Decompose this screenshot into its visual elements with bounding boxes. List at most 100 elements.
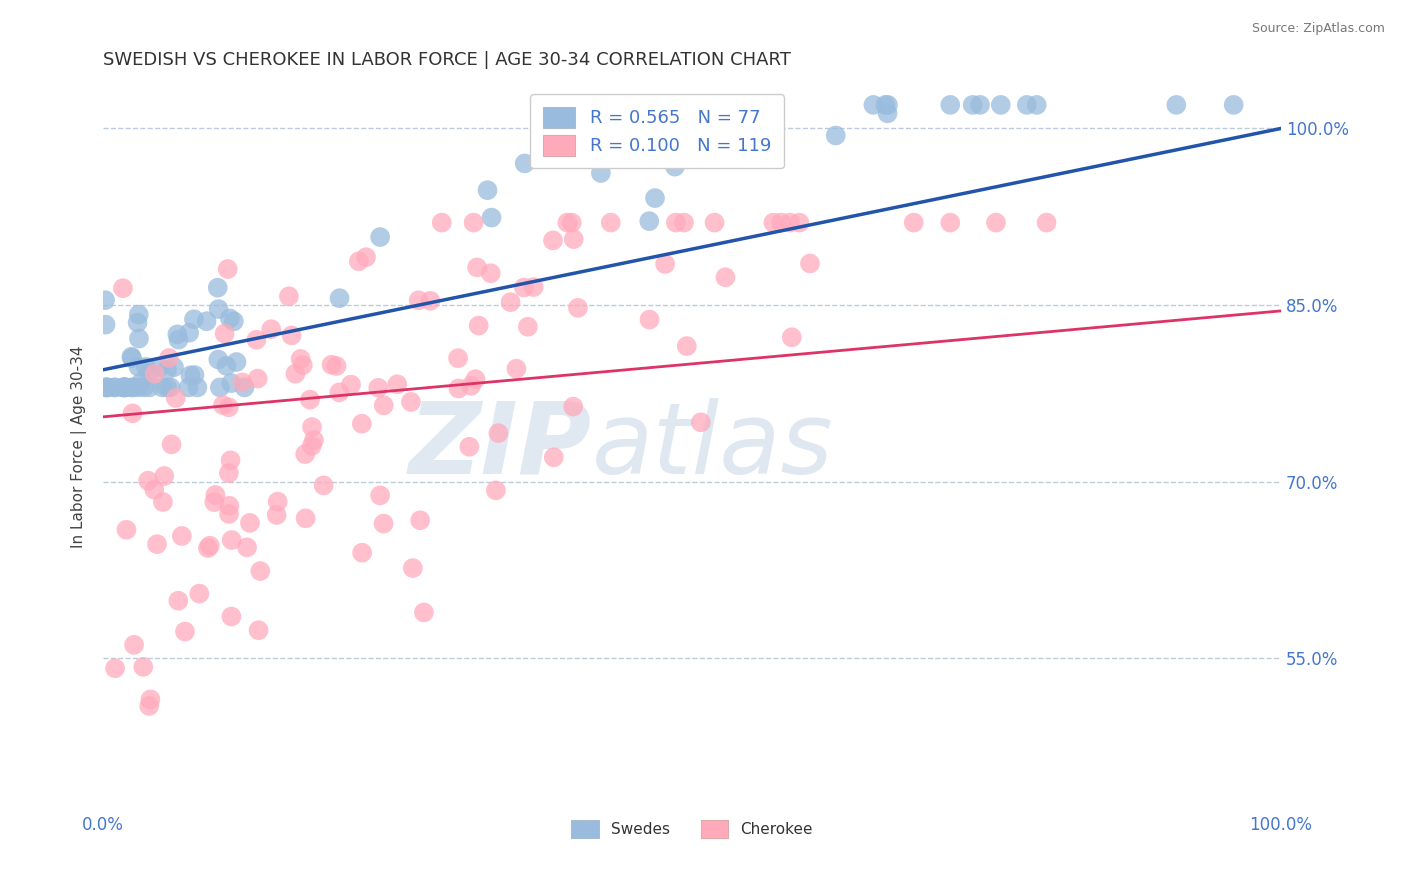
Point [195,314,218,328]
Point [368,488,391,502]
Point [122,380,145,394]
Point [183,312,205,326]
Point [513,156,536,170]
Point [156,363,179,377]
Point [156,380,179,394]
Point [824,128,846,143]
Point [675,339,697,353]
Point [132,660,155,674]
Point [204,488,226,502]
Point [505,361,527,376]
Point [799,256,821,270]
Point [179,326,201,340]
Point [541,233,564,247]
Point [962,98,984,112]
Point [644,191,666,205]
Point [146,537,169,551]
Point [214,326,236,341]
Point [465,260,488,275]
Point [654,257,676,271]
Point [160,437,183,451]
Point [328,385,350,400]
Point [789,216,811,230]
Point [1035,216,1057,230]
Point [485,483,508,498]
Point [111,281,134,295]
Point [217,262,239,277]
Point [208,380,231,394]
Point [294,511,316,525]
Point [138,380,160,394]
Point [447,382,470,396]
Point [523,280,546,294]
Point [350,417,373,431]
Point [163,360,186,375]
Point [665,216,688,230]
Point [329,291,352,305]
Point [218,311,240,326]
Point [219,376,242,391]
Point [222,314,245,328]
Point [368,230,391,244]
Point [150,380,173,394]
Point [409,513,432,527]
Point [460,379,482,393]
Point [260,322,283,336]
Point [664,160,686,174]
Point [139,692,162,706]
Point [458,440,481,454]
Point [990,98,1012,112]
Point [218,507,240,521]
Point [770,216,793,230]
Point [179,368,201,383]
Point [387,377,409,392]
Point [499,295,522,310]
Point [354,250,377,264]
Point [779,216,801,230]
Point [132,380,155,394]
Point [131,375,153,389]
Point [876,106,898,120]
Point [373,398,395,412]
Point [218,466,240,480]
Point [477,183,499,197]
Point [290,351,312,366]
Point [96,380,118,394]
Point [447,351,470,366]
Point [294,447,316,461]
Point [419,293,441,308]
Point [104,661,127,675]
Point [207,352,229,367]
Point [174,624,197,639]
Point [463,216,485,230]
Point [94,380,117,394]
Point [291,358,314,372]
Point [321,358,343,372]
Point [104,380,127,394]
Point [589,166,612,180]
Point [266,494,288,508]
Point [638,214,661,228]
Point [464,372,486,386]
Point [352,546,374,560]
Point [218,401,240,415]
Point [143,367,166,381]
Point [249,564,271,578]
Point [903,216,925,230]
Point [638,312,661,326]
Point [152,495,174,509]
Point [312,478,335,492]
Point [138,366,160,380]
Point [198,539,221,553]
Point [875,98,897,112]
Point [157,351,180,365]
Point [408,293,430,308]
Point [561,216,583,230]
Point [122,638,145,652]
Point [215,359,238,373]
Text: Source: ZipAtlas.com: Source: ZipAtlas.com [1251,22,1385,36]
Point [939,98,962,112]
Point [221,533,243,547]
Point [114,380,136,394]
Point [231,376,253,390]
